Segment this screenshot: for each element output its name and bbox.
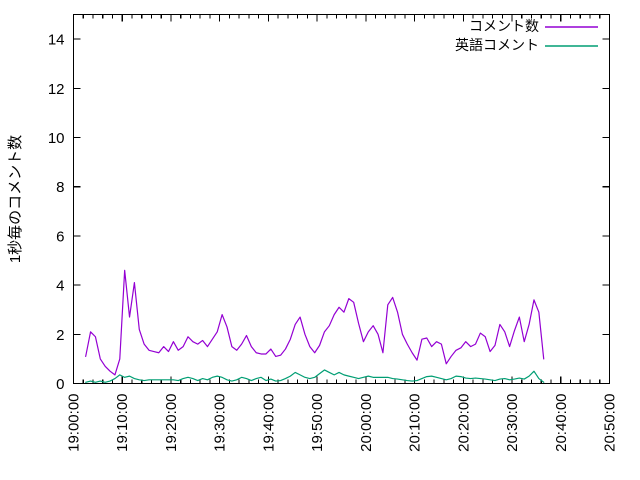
y-tick-label: 14 [48,32,65,49]
y-axis-title: 1秒毎のコメント数 [7,135,24,263]
y-tick-label: 0 [56,376,64,393]
y-tick-label: 8 [56,179,64,196]
y-tick-label: 10 [48,130,65,147]
x-tick-label: 19:20:00 [163,394,180,452]
x-tick-label: 19:30:00 [212,394,229,452]
x-tick-label: 19:10:00 [114,394,131,452]
legend-label-comment-count: コメント数 [469,18,539,34]
legend-label-english-comment: 英語コメント [455,37,539,53]
plot-frame [72,13,611,385]
x-axis-tick-labels: 19:00:00 19:10:00 19:20:00 19:30:00 19:40:00… [66,394,619,452]
x-tick-label: 19:00:00 [66,394,83,452]
x-tick-label: 20:10:00 [407,394,424,452]
x-tick-label: 19:40:00 [260,394,277,452]
y-tick-label: 2 [56,327,64,344]
y-axis-ticks [73,38,610,385]
y-tick-label: 6 [56,228,64,245]
x-tick-label: 20:00:00 [358,394,375,452]
x-tick-label: 20:20:00 [455,394,472,452]
series-lines [85,269,545,383]
x-tick-label: 20:40:00 [553,394,570,452]
y-tick-label: 4 [56,278,64,295]
y-tick-label: 12 [48,81,65,98]
series-line-comment-count [85,269,545,376]
x-tick-label: 20:30:00 [504,394,521,452]
x-tick-label: 19:50:00 [309,394,326,452]
y-axis-tick-labels: 0 2 4 6 8 10 12 14 [48,32,65,393]
series-line-english-comment [85,369,545,383]
x-tick-label: 20:50:00 [602,394,619,452]
